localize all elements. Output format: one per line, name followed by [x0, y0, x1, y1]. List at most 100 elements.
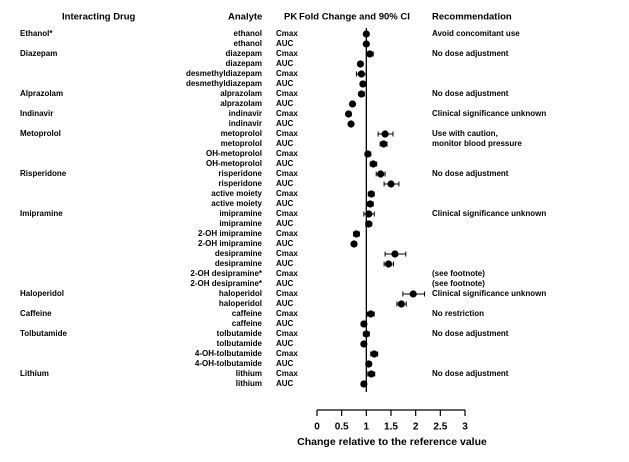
recommendation: Avoid concomitant use: [432, 29, 520, 38]
pk-label: Cmax: [276, 209, 298, 218]
pk-label: Cmax: [276, 369, 298, 378]
pk-label: AUC: [276, 119, 294, 128]
recommendation: Use with caution,: [432, 129, 498, 138]
analyte-label: desmethyldiazepam: [186, 79, 262, 88]
header: Interacting Drug: [62, 12, 136, 23]
analyte-label: haloperidol: [219, 289, 262, 298]
estimate-point: [344, 110, 353, 118]
recommendation: monitor blood pressure: [432, 139, 522, 148]
recommendation: No dose adjustment: [432, 329, 509, 338]
estimate-point: [370, 350, 378, 358]
analyte-label: active moiety: [211, 189, 262, 198]
estimate-point: [387, 180, 395, 188]
estimate-point: [360, 340, 368, 348]
drug-label: Diazepam: [20, 49, 57, 58]
estimate-point: [369, 160, 377, 168]
estimate-point: [348, 100, 357, 108]
estimate-point: [365, 210, 373, 218]
analyte-label: active moiety: [211, 199, 262, 208]
drug-label: Risperidone: [20, 169, 67, 178]
pk-label: AUC: [276, 299, 294, 308]
analyte-label: 2-OH imipramine: [198, 239, 263, 248]
recommendation: Clinical significance unknown: [432, 289, 546, 298]
analyte-label: lithium: [236, 379, 262, 388]
pk-label: Cmax: [276, 109, 298, 118]
analyte-label: 4-OH-tolbutamide: [195, 349, 263, 358]
analyte-label: diazepam: [226, 49, 262, 58]
estimate-point: [391, 250, 399, 258]
estimate-point: [362, 40, 370, 48]
pk-label: AUC: [276, 199, 294, 208]
drug-label: Haloperidol: [20, 289, 64, 298]
analyte-label: caffeine: [232, 319, 263, 328]
pk-label: Cmax: [276, 329, 298, 338]
recommendation: No dose adjustment: [432, 169, 509, 178]
analyte-label: alprazolam: [220, 89, 262, 98]
drug-label: Tolbutamide: [20, 329, 68, 338]
pk-label: AUC: [276, 99, 294, 108]
drug-label: Ethanol*: [20, 29, 53, 38]
drug-label: Imipramine: [20, 209, 63, 218]
analyte-label: 4-OH-tolbutamide: [195, 359, 263, 368]
estimate-point: [365, 220, 373, 228]
drug-label: Alprazolam: [20, 89, 63, 98]
estimate-point: [377, 170, 385, 178]
recommendation: Clinical significance unknown: [432, 209, 546, 218]
pk-label: AUC: [276, 159, 294, 168]
pk-label: Cmax: [276, 309, 298, 318]
recommendation: (see footnote): [432, 279, 485, 288]
x-tick-label: 1.5: [384, 422, 398, 433]
pk-label: Cmax: [276, 349, 298, 358]
analyte-label: alprazolam: [220, 99, 262, 108]
pk-label: Cmax: [276, 249, 298, 258]
estimate-point: [360, 320, 368, 328]
pk-label: Cmax: [276, 69, 298, 78]
header: Recommendation: [432, 12, 512, 23]
estimate-point: [365, 360, 373, 368]
recommendation: No dose adjustment: [432, 49, 509, 58]
estimate-point: [357, 90, 365, 98]
pk-label: AUC: [276, 39, 294, 48]
estimate-point: [362, 330, 370, 338]
drug-label: Metoprolol: [20, 129, 61, 138]
estimate-point: [352, 230, 361, 238]
analyte-label: desmethyldiazepam: [186, 69, 262, 78]
pk-label: Cmax: [276, 289, 298, 298]
estimate-point: [367, 370, 375, 378]
estimate-point: [366, 200, 374, 208]
analyte-label: indinavir: [229, 119, 262, 128]
estimate-point: [360, 380, 368, 388]
analyte-label: tolbutamide: [217, 339, 263, 348]
estimate-point: [381, 130, 389, 138]
recommendation: (see footnote): [432, 269, 485, 278]
x-tick-label: 2.5: [433, 422, 447, 433]
analyte-label: ethanol: [234, 39, 262, 48]
analyte-label: 2-OH imipramine: [198, 229, 263, 238]
pk-label: AUC: [276, 139, 294, 148]
x-tick-label: 3: [462, 422, 468, 433]
header: Fold Change and 90% CI: [299, 12, 410, 23]
pk-label: Cmax: [276, 49, 298, 58]
analyte-label: desipramine: [215, 249, 263, 258]
estimate-point: [380, 140, 388, 148]
estimate-point: [356, 60, 365, 68]
analyte-label: 2-OH desipramine*: [190, 279, 262, 288]
analyte-label: OH-metoprolol: [206, 159, 262, 168]
estimate-point: [397, 300, 405, 308]
pk-label: AUC: [276, 239, 294, 248]
pk-label: AUC: [276, 339, 294, 348]
pk-label: Cmax: [276, 89, 298, 98]
analyte-label: diazepam: [226, 59, 262, 68]
recommendation: No dose adjustment: [432, 369, 509, 378]
analyte-label: risperidone: [218, 179, 262, 188]
pk-label: AUC: [276, 179, 294, 188]
analyte-label: indinavir: [229, 109, 262, 118]
recommendation: Clinical significance unknown: [432, 109, 546, 118]
header: Analyte: [228, 12, 262, 23]
pk-label: AUC: [276, 319, 294, 328]
estimate-point: [347, 120, 355, 128]
estimate-point: [384, 260, 393, 268]
pk-label: Cmax: [276, 149, 298, 158]
analyte-label: caffeine: [232, 309, 263, 318]
